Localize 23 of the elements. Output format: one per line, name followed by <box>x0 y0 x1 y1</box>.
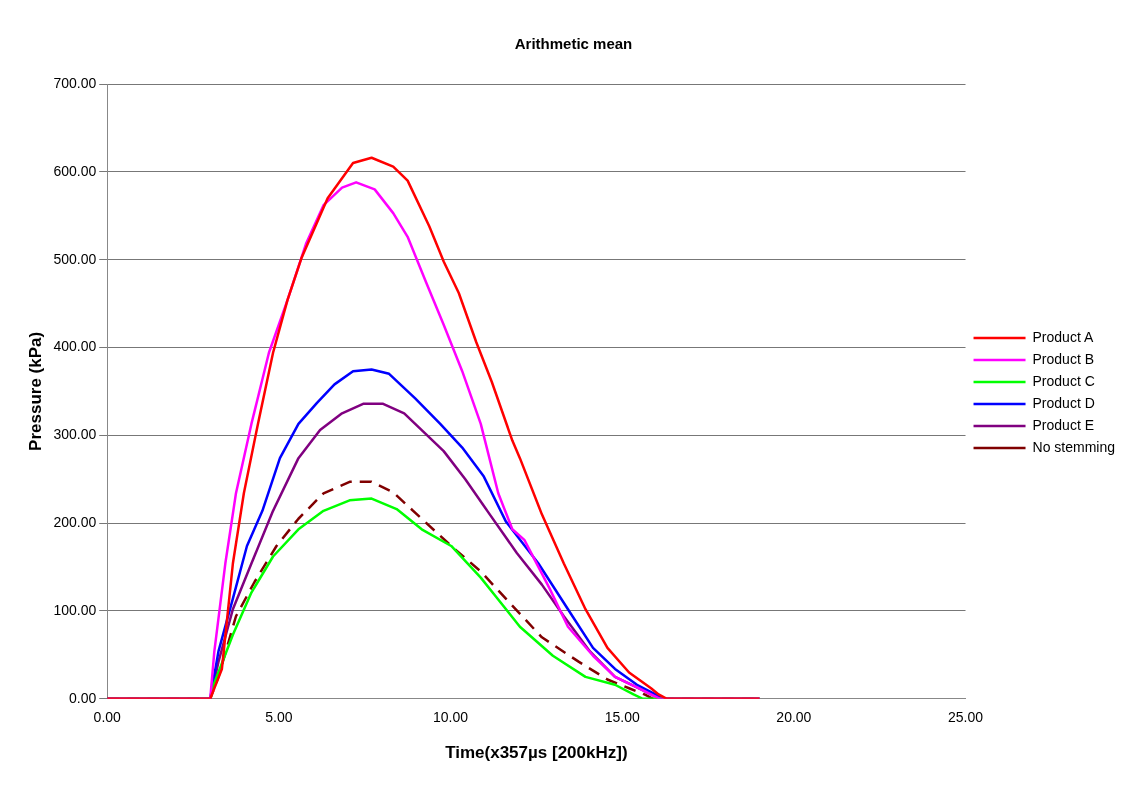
y-tick-label: 700.00 <box>53 74 97 91</box>
legend-label: Product A <box>1032 328 1094 345</box>
legend-label: Product C <box>1032 372 1095 389</box>
y-tick-label: 100.00 <box>53 601 97 618</box>
y-tick-label: 300.00 <box>53 426 97 443</box>
x-tick-label: 5.00 <box>265 709 293 726</box>
legend-label: Product D <box>1032 394 1095 411</box>
y-tick-label: 0.00 <box>68 689 97 706</box>
y-tick-label: 200.00 <box>53 514 97 530</box>
legend-label: Product E <box>1032 416 1095 433</box>
y-tick-label: 500.00 <box>53 250 97 267</box>
x-tick-label: 25.00 <box>948 709 984 726</box>
y-tick-label: 400.00 <box>53 338 97 355</box>
x-tick-label: 15.00 <box>604 709 640 726</box>
y-axis-title: Pressure (kPa) <box>25 331 45 451</box>
y-tick-label: 600.00 <box>53 162 97 179</box>
x-tick-label: 0.00 <box>93 709 122 726</box>
x-axis-title: Time(x357µs [200kHz]) <box>445 743 628 763</box>
x-tick-label: 20.00 <box>776 709 812 726</box>
legend-label: No stemming <box>1032 438 1115 455</box>
legend-label: Product B <box>1032 350 1095 367</box>
chart-title: Arithmetic mean <box>514 35 633 53</box>
x-tick-label: 10.00 <box>433 709 469 726</box>
